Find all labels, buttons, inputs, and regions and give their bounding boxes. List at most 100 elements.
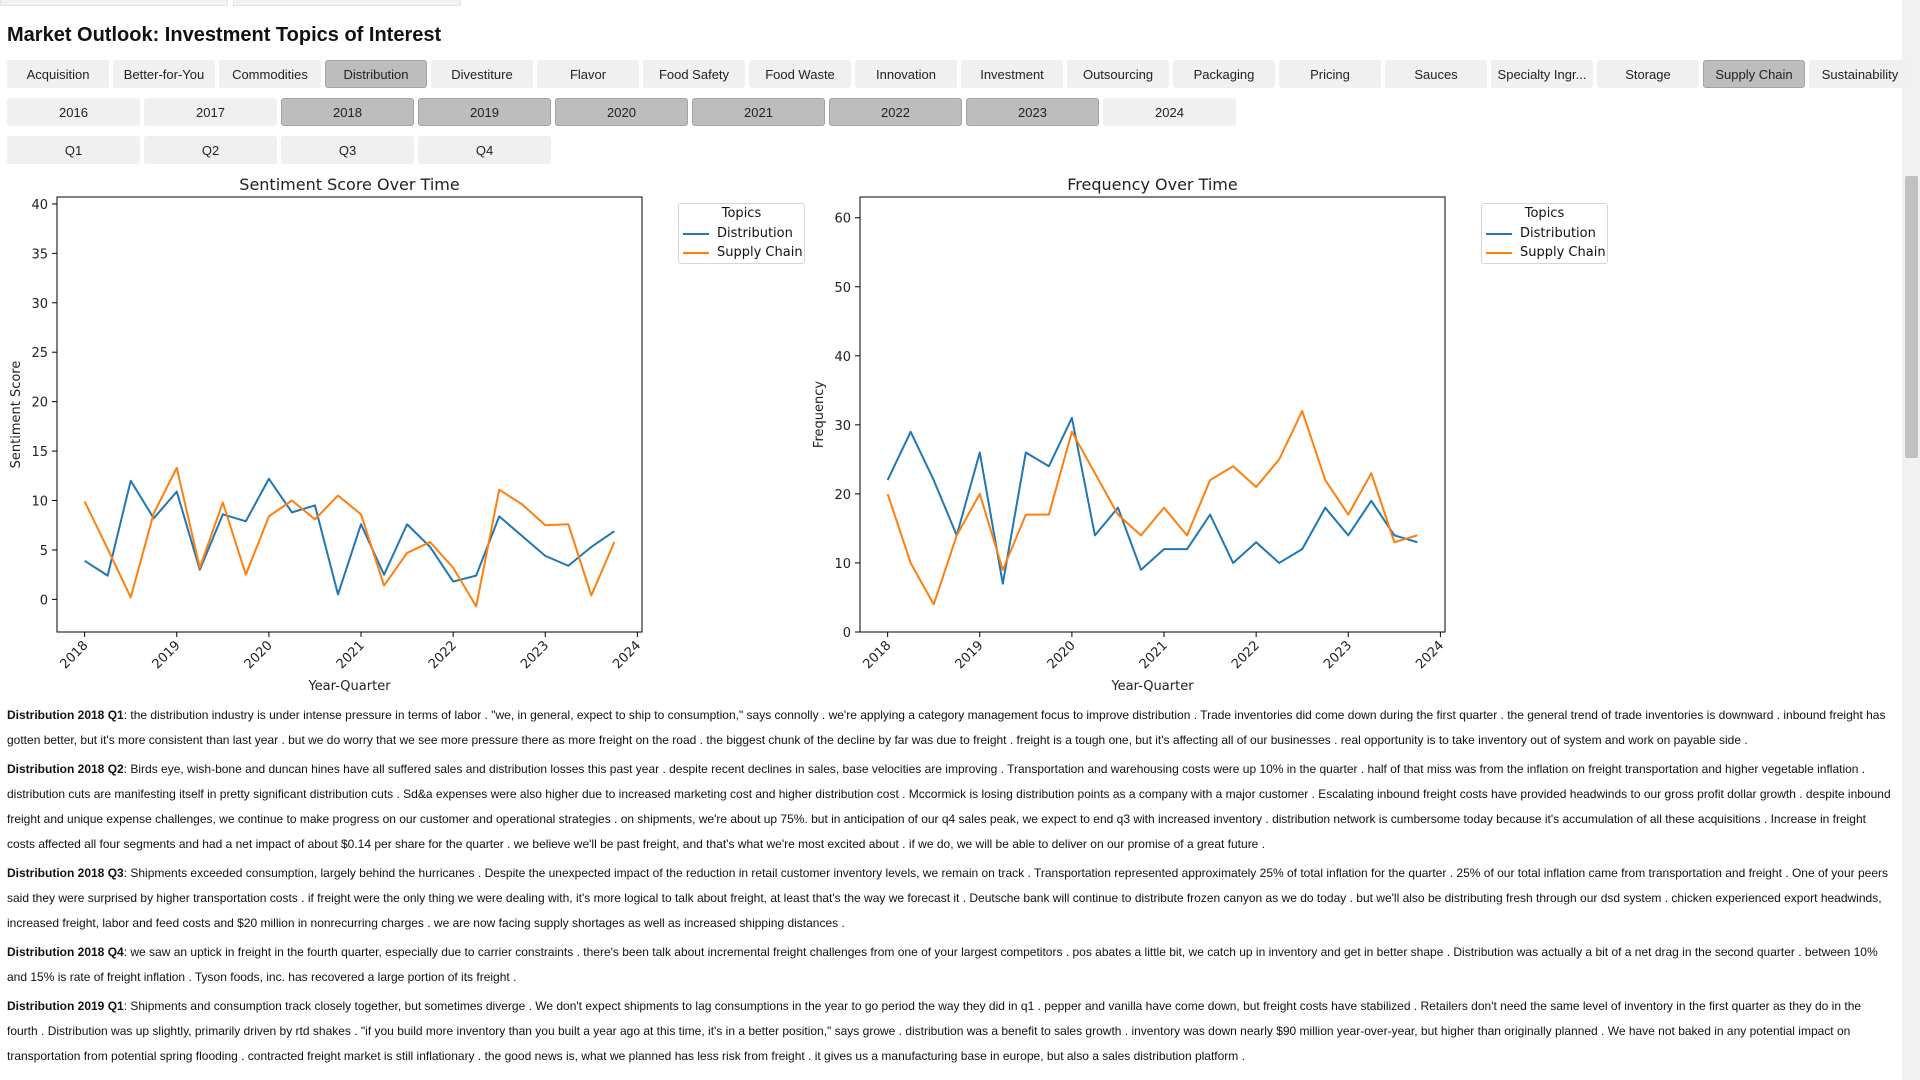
legend-swatch xyxy=(1486,251,1512,254)
y-tick-label: 40 xyxy=(31,198,48,213)
sentiment-chart: Sentiment Score Over Time 0 5 10 15 20 25 30 35 4… xyxy=(0,172,660,697)
x-tick-label: 2023 xyxy=(518,638,552,672)
sentiment-chart-legend: Topics Distribution Supply Chain xyxy=(678,203,805,264)
year-button-2017[interactable]: 2017 xyxy=(144,98,277,126)
x-tick-label: 2018 xyxy=(860,638,894,672)
x-tick-label: 2024 xyxy=(610,638,644,672)
note-heading: Distribution 2018 Q2 xyxy=(7,762,124,776)
y-tick-label: 10 xyxy=(834,557,851,572)
topic-button-sustainability[interactable]: Sustainability xyxy=(1809,60,1911,88)
note-heading: Distribution 2019 Q1 xyxy=(7,999,124,1013)
year-button-2019[interactable]: 2019 xyxy=(418,98,551,126)
x-tick-label: 2024 xyxy=(1413,638,1447,672)
y-tick-label: 40 xyxy=(834,350,851,365)
topic-button-pricing[interactable]: Pricing xyxy=(1279,60,1381,88)
y-tick-label: 30 xyxy=(31,297,48,312)
note-text: : the distribution industry is under int… xyxy=(7,708,1886,747)
legend-entry: Supply Chain xyxy=(1482,243,1607,262)
y-axis-label: Frequency xyxy=(812,381,827,448)
year-button-2024[interactable]: 2024 xyxy=(1103,98,1236,126)
x-tick-label: 2019 xyxy=(150,638,184,672)
chart-title: Sentiment Score Over Time xyxy=(239,175,459,194)
topic-button-distribution[interactable]: Distribution xyxy=(325,60,427,88)
x-tick-label: 2019 xyxy=(953,638,987,672)
y-tick-label: 60 xyxy=(834,212,851,227)
topic-button-better-for-you[interactable]: Better-for-You xyxy=(113,60,215,88)
page-title: Market Outlook: Investment Topics of Int… xyxy=(7,24,442,46)
note-paragraph: Distribution 2018 Q1: the distribution i… xyxy=(7,703,1893,753)
topic-button-outsourcing[interactable]: Outsourcing xyxy=(1067,60,1169,88)
chart-svg: Sentiment Score Over Time 0 5 10 15 20 25 30 35 4… xyxy=(9,175,644,694)
note-heading: Distribution 2018 Q3 xyxy=(7,866,124,880)
topic-button-storage[interactable]: Storage xyxy=(1597,60,1699,88)
year-button-2021[interactable]: 2021 xyxy=(692,98,825,126)
topic-notes: Distribution 2018 Q1: the distribution i… xyxy=(7,703,1893,1073)
y-tick-label: 35 xyxy=(31,247,48,262)
x-axis-label: Year-Quarter xyxy=(1110,679,1194,694)
legend-label: Distribution xyxy=(717,226,793,241)
top-tab-strip xyxy=(0,0,1920,6)
year-button-2016[interactable]: 2016 xyxy=(7,98,140,126)
quarter-button-q2[interactable]: Q2 xyxy=(144,136,277,164)
note-heading: Distribution 2018 Q1 xyxy=(7,708,124,722)
x-tick-label: 2021 xyxy=(334,638,368,672)
legend-title: Topics xyxy=(1524,206,1565,221)
quarter-button-q1[interactable]: Q1 xyxy=(7,136,140,164)
note-paragraph: Distribution 2018 Q2: Birds eye, wish-bo… xyxy=(7,757,1893,857)
topic-button-divestiture[interactable]: Divestiture xyxy=(431,60,533,88)
legend-label: Distribution xyxy=(1520,226,1596,241)
series-line-distribution xyxy=(84,477,615,596)
year-button-2020[interactable]: 2020 xyxy=(555,98,688,126)
series-line-distribution xyxy=(886,416,1418,585)
y-tick-label: 30 xyxy=(834,419,851,434)
x-tick-label: 2018 xyxy=(57,638,91,672)
y-tick-label: 5 xyxy=(40,544,48,559)
x-tick-label: 2023 xyxy=(1321,638,1355,672)
y-tick-label: 50 xyxy=(834,281,851,296)
top-strip-segment xyxy=(233,0,461,6)
topic-button-sauces[interactable]: Sauces xyxy=(1385,60,1487,88)
plot-frame xyxy=(859,196,1446,633)
note-text: : we saw an uptick in freight in the fou… xyxy=(7,945,1878,984)
chart-svg: Frequency Over Time 0 10 20 30 40 50 60 2018 2019… xyxy=(812,175,1447,694)
year-buttons: 2016 2017 2018 2019 2020 2021 2022 2023 2024 xyxy=(7,98,1236,126)
legend-entry: Distribution xyxy=(1482,224,1607,243)
topic-button-food-waste[interactable]: Food Waste xyxy=(749,60,851,88)
scrollbar-thumb[interactable] xyxy=(1905,176,1918,458)
topic-buttons: Acquisition Better-for-You Commodities Dist… xyxy=(7,60,1911,88)
topic-button-food-safety[interactable]: Food Safety xyxy=(643,60,745,88)
year-button-2018[interactable]: 2018 xyxy=(281,98,414,126)
note-paragraph: Distribution 2019 Q1: Shipments and cons… xyxy=(7,994,1893,1069)
y-tick-label: 25 xyxy=(31,346,48,361)
y-axis-label: Sentiment Score xyxy=(9,361,24,469)
topic-button-packaging[interactable]: Packaging xyxy=(1173,60,1275,88)
scrollbar-track[interactable] xyxy=(1902,0,1920,1080)
note-text: : Shipments and consumption track closel… xyxy=(7,999,1862,1063)
legend-entry: Supply Chain xyxy=(679,243,804,262)
x-tick-label: 2022 xyxy=(1229,638,1263,672)
note-paragraph: Distribution 2018 Q4: we saw an uptick i… xyxy=(7,940,1893,990)
topic-button-specialty-ingr[interactable]: Specialty Ingr... xyxy=(1491,60,1593,88)
topic-button-supply-chain[interactable]: Supply Chain xyxy=(1703,60,1805,88)
year-button-2022[interactable]: 2022 xyxy=(829,98,962,126)
legend-swatch xyxy=(683,251,709,254)
y-tick-label: 20 xyxy=(31,396,48,411)
note-text: : Shipments exceeded consumption, largel… xyxy=(7,866,1888,930)
year-button-2023[interactable]: 2023 xyxy=(966,98,1099,126)
x-tick-label: 2020 xyxy=(1045,638,1079,672)
x-tick-label: 2020 xyxy=(242,638,276,672)
legend-entry: Distribution xyxy=(679,224,804,243)
topic-button-innovation[interactable]: Innovation xyxy=(855,60,957,88)
topic-button-acquisition[interactable]: Acquisition xyxy=(7,60,109,88)
x-tick-label: 2022 xyxy=(426,638,460,672)
series-line-supply-chain xyxy=(886,410,1418,606)
topic-button-investment[interactable]: Investment xyxy=(961,60,1063,88)
topic-button-commodities[interactable]: Commodities xyxy=(219,60,321,88)
topic-button-flavor[interactable]: Flavor xyxy=(537,60,639,88)
frequency-chart: Frequency Over Time 0 10 20 30 40 50 60 2018 2019… xyxy=(803,172,1463,697)
quarter-button-q3[interactable]: Q3 xyxy=(281,136,414,164)
series-line-supply-chain xyxy=(83,466,616,608)
note-heading: Distribution 2018 Q4 xyxy=(7,945,124,959)
quarter-button-q4[interactable]: Q4 xyxy=(418,136,551,164)
legend-swatch xyxy=(683,232,709,235)
